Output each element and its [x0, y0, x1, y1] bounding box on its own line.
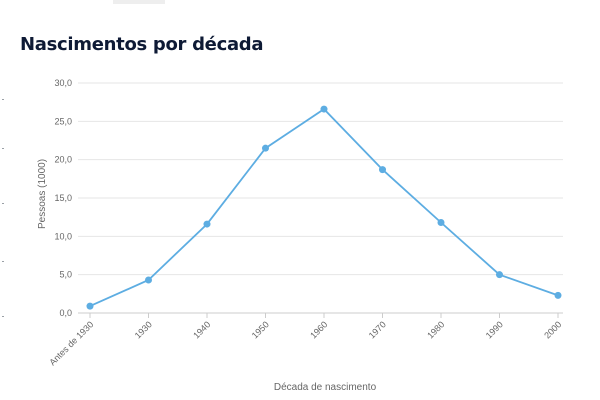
edge-mark	[2, 99, 4, 100]
x-tick-labels: Antes de 1930 1930 1940 1950 1960 1970 1980 199…	[47, 319, 563, 367]
x-tick-label: 1930	[133, 319, 154, 340]
edge-mark	[2, 261, 4, 262]
x-tick-label: 1960	[308, 319, 329, 340]
y-tick-label: 30,0	[54, 78, 72, 88]
edge-mark	[2, 203, 4, 204]
y-tick-label: 15,0	[54, 193, 72, 203]
y-tick-label: 0,0	[59, 308, 72, 318]
top-tab-indicator[interactable]	[113, 0, 165, 4]
data-point	[262, 144, 269, 152]
edge-mark	[2, 148, 4, 149]
data-point	[320, 105, 328, 113]
y-tick-labels: 0,0 5,0 10,0 15,0 20,0 25,0 30,0	[54, 78, 72, 318]
chart-title: Nascimentos por década	[20, 34, 264, 55]
data-point	[86, 302, 94, 310]
x-tick-label: Antes de 1930	[47, 319, 95, 367]
gridlines	[78, 82, 563, 276]
data-points	[86, 105, 562, 310]
x-tick-label: 1940	[191, 319, 212, 340]
x-tick-label: 1950	[250, 319, 271, 340]
x-tick-label: 1990	[484, 319, 505, 340]
y-tick-label: 20,0	[54, 155, 72, 165]
y-tick-label: 5,0	[59, 270, 72, 280]
data-point	[496, 271, 503, 279]
x-tick-label: 1980	[425, 319, 446, 340]
y-tick-label: 25,0	[54, 116, 72, 126]
x-tick-label: 2000	[542, 319, 563, 340]
x-tick-label: 1970	[367, 319, 388, 340]
data-point	[145, 276, 152, 284]
data-point	[203, 220, 211, 228]
x-axis-label: Década de nascimento	[274, 382, 377, 393]
y-tick-label: 10,0	[54, 231, 72, 241]
y-axis-label: Pessoas (1000)	[37, 159, 48, 229]
x-ticks	[89, 313, 559, 318]
data-point	[437, 219, 445, 227]
data-point	[379, 166, 386, 174]
edge-mark	[2, 316, 4, 317]
data-point	[554, 291, 562, 299]
series-line	[89, 107, 559, 307]
